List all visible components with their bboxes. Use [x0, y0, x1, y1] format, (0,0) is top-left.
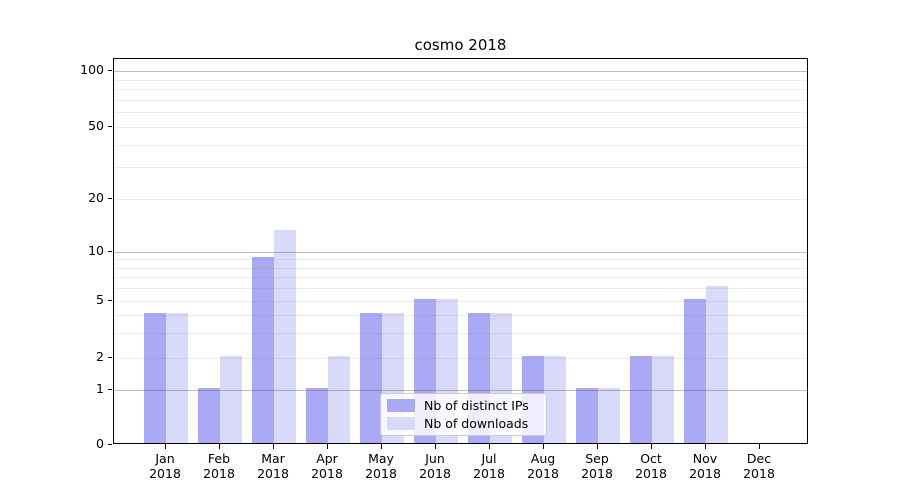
y-tick: [108, 389, 112, 390]
bar-nb-of-downloads: [598, 388, 620, 443]
x-tick: [759, 444, 760, 449]
gridline: [114, 99, 807, 101]
x-tick: [597, 444, 598, 449]
y-tick-label: 5: [96, 292, 104, 307]
x-tick-label: Apr 2018: [311, 451, 343, 481]
gridline: [114, 199, 807, 200]
gridline: [114, 332, 807, 334]
gridline: [114, 267, 807, 269]
gridline: [114, 89, 807, 91]
x-tick-label: Nov 2018: [689, 451, 721, 481]
y-tick-label: 100: [80, 62, 104, 77]
x-tick: [435, 444, 436, 449]
x-tick-label: Jun 2018: [419, 451, 451, 481]
x-tick-label: Mar 2018: [257, 451, 289, 481]
x-tick: [273, 444, 274, 449]
x-tick: [165, 444, 166, 449]
x-tick-label: May 2018: [365, 451, 397, 481]
x-tick-label: Jul 2018: [473, 451, 505, 481]
gridline: [114, 259, 807, 261]
bar-nb-of-downloads: [220, 356, 242, 443]
bar-nb-of-distinct-ips: [144, 312, 166, 443]
y-tick-label: 10: [88, 243, 104, 258]
y-tick: [108, 126, 112, 127]
y-tick: [108, 300, 112, 301]
legend-label-downloads: Nb of downloads: [424, 415, 529, 431]
gridline: [114, 390, 807, 391]
bar-nb-of-distinct-ips: [360, 312, 382, 443]
bar-nb-of-downloads: [328, 356, 350, 443]
gridline: [114, 301, 807, 302]
gridline: [114, 288, 807, 290]
y-tick: [108, 357, 112, 358]
y-tick-label: 1: [96, 381, 104, 396]
x-tick: [705, 444, 706, 449]
chart-title: cosmo 2018: [414, 36, 507, 54]
y-tick-label: 2: [96, 349, 104, 364]
legend-swatch-distinct-ips: [387, 399, 415, 413]
legend: Nb of distinct IPs Nb of downloads: [380, 393, 547, 436]
legend-label-distinct-ips: Nb of distinct IPs: [424, 398, 529, 414]
y-tick-label: 50: [88, 118, 104, 133]
plot-area: [113, 58, 808, 444]
x-tick-label: Jan 2018: [149, 451, 181, 481]
bar-nb-of-downloads: [166, 312, 188, 443]
x-tick: [219, 444, 220, 449]
bar-nb-of-downloads: [274, 229, 296, 443]
gridline: [114, 79, 807, 81]
gridline: [114, 144, 807, 146]
y-tick-label: 20: [88, 190, 104, 205]
x-tick-label: Oct 2018: [635, 451, 667, 481]
bar-nb-of-downloads: [706, 286, 728, 443]
x-tick: [489, 444, 490, 449]
x-tick: [327, 444, 328, 449]
y-tick-label: 0: [96, 436, 104, 451]
x-tick-label: Dec 2018: [743, 451, 775, 481]
legend-item-downloads: Nb of downloads: [387, 416, 540, 431]
x-tick: [651, 444, 652, 449]
bar-nb-of-distinct-ips: [576, 388, 598, 443]
bar-nb-of-distinct-ips: [306, 388, 328, 443]
x-tick: [543, 444, 544, 449]
y-tick: [108, 251, 112, 252]
bar-nb-of-distinct-ips: [252, 257, 274, 443]
gridline: [114, 277, 807, 279]
bar-nb-of-distinct-ips: [198, 388, 220, 443]
gridline: [114, 252, 807, 253]
bar-nb-of-distinct-ips: [684, 299, 706, 443]
gridline: [114, 167, 807, 169]
gridline: [114, 314, 807, 316]
gridline: [114, 358, 807, 359]
bar-nb-of-downloads: [544, 356, 566, 443]
y-tick: [108, 444, 112, 445]
legend-swatch-downloads: [387, 416, 415, 430]
x-tick-label: Feb 2018: [203, 451, 235, 481]
gridline: [114, 71, 807, 72]
bar-nb-of-distinct-ips: [630, 356, 652, 443]
bar-nb-of-downloads: [652, 356, 674, 443]
x-tick: [381, 444, 382, 449]
y-tick: [108, 70, 112, 71]
legend-item-distinct-ips: Nb of distinct IPs: [387, 398, 540, 413]
gridline: [114, 112, 807, 114]
x-tick-label: Sep 2018: [581, 451, 613, 481]
gridline: [114, 127, 807, 128]
x-tick-label: Aug 2018: [527, 451, 559, 481]
y-tick: [108, 198, 112, 199]
